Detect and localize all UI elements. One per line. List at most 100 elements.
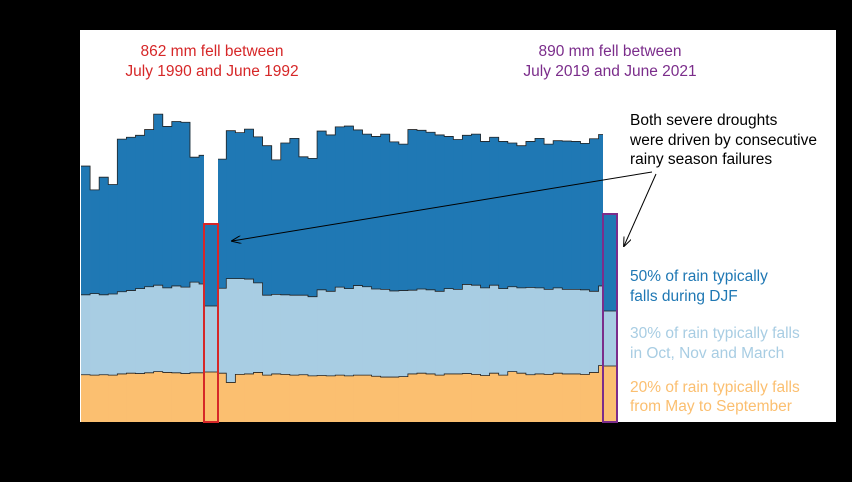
bar-may_sep-5	[126, 373, 136, 422]
bar-may_sep-36	[407, 373, 418, 422]
bar-djf-17	[235, 132, 245, 279]
bar-oct_nov_mar-39	[435, 291, 445, 376]
bar-may_sep-49	[525, 374, 536, 422]
bar-djf-18	[244, 129, 254, 280]
bar-may_sep-18	[244, 373, 254, 422]
bar-djf-45	[489, 137, 500, 286]
drought-box-2019-fill-djf	[603, 214, 617, 311]
bar-may_sep-30	[353, 375, 363, 422]
bar-may_sep-35	[398, 376, 409, 422]
drought-boxes-layer	[203, 30, 618, 423]
bar-may_sep-16	[226, 382, 236, 422]
bar-oct_nov_mar-47	[507, 286, 518, 372]
bar-oct_nov_mar-56	[589, 291, 599, 373]
bar-oct_nov_mar-18	[244, 279, 254, 374]
bar-oct_nov_mar-46	[498, 288, 509, 376]
bar-oct_nov_mar-42	[462, 284, 472, 374]
bar-may_sep-50	[535, 373, 545, 422]
bar-may_sep-29	[344, 375, 354, 422]
step-outline-oct_nov_mar	[81, 278, 608, 298]
bar-oct_nov_mar-9	[162, 287, 173, 373]
bar-djf-34	[389, 141, 400, 291]
bar-oct_nov_mar-30	[353, 285, 363, 376]
bar-may_sep-45	[489, 373, 500, 422]
bar-may_sep-21	[271, 373, 282, 422]
bar-oct_nov_mar-41	[453, 289, 463, 374]
bar-oct_nov_mar-22	[280, 294, 291, 375]
bar-oct_nov_mar-5	[126, 290, 136, 374]
bar-may_sep-52	[553, 373, 563, 422]
bar-may_sep-34	[389, 377, 400, 422]
drought-box-1990-gap	[204, 30, 218, 224]
bar-djf-26	[317, 131, 327, 290]
drought-1990-label-line2: July 1990 and June 1992	[125, 63, 298, 80]
bar-djf-20	[262, 145, 273, 296]
bar-oct_nov_mar-38	[426, 289, 436, 374]
bar-oct_nov_mar-11	[180, 287, 191, 374]
bar-oct_nov_mar-4	[117, 291, 127, 374]
bar-oct_nov_mar-44	[480, 287, 490, 376]
bar-oct_nov_mar-29	[344, 288, 354, 376]
bar-djf-48	[516, 145, 527, 288]
step-outline-djf	[81, 113, 608, 191]
bar-may_sep-1	[90, 375, 100, 422]
bar-may_sep-38	[426, 373, 436, 422]
bar-may_sep-39	[435, 375, 445, 422]
bar-may_sep-44	[480, 375, 490, 422]
mjj-share-label-line1: 20% of rain typically falls	[630, 379, 800, 396]
bar-oct_nov_mar-54	[571, 289, 581, 374]
bar-djf-0	[81, 166, 91, 295]
drought-box-2019-fill-ond	[603, 311, 617, 366]
cause-label-line2: were driven by consecutive	[629, 132, 817, 149]
bar-oct_nov_mar-51	[544, 289, 554, 375]
bar-djf-29	[344, 126, 354, 289]
bar-oct_nov_mar-32	[371, 289, 382, 377]
bar-may_sep-2	[99, 374, 109, 422]
djf-share-label-line1: 50% of rain typically	[630, 268, 768, 285]
bar-oct_nov_mar-25	[308, 296, 318, 376]
bar-oct_nov_mar-49	[525, 287, 536, 375]
bar-may_sep-17	[235, 374, 245, 422]
bar-oct_nov_mar-40	[444, 288, 454, 374]
bar-oct_nov_mar-34	[389, 290, 400, 378]
bar-djf-39	[435, 134, 445, 292]
bar-may_sep-12	[189, 372, 200, 422]
bar-oct_nov_mar-0	[81, 294, 91, 375]
bar-djf-33	[380, 134, 391, 290]
bar-oct_nov_mar-19	[253, 282, 263, 373]
bar-oct_nov_mar-16	[226, 278, 236, 383]
bar-oct_nov_mar-37	[416, 289, 427, 374]
bar-may_sep-53	[562, 373, 572, 422]
drought-box-1990-fill-djf	[204, 224, 218, 306]
bar-djf-3	[108, 184, 118, 295]
bar-may_sep-7	[144, 372, 155, 422]
bar-oct_nov_mar-48	[516, 287, 527, 374]
bar-djf-46	[498, 141, 509, 289]
bar-oct_nov_mar-33	[380, 289, 391, 378]
bar-oct_nov_mar-26	[317, 289, 327, 376]
bar-may_sep-51	[544, 374, 554, 422]
bar-djf-53	[562, 141, 572, 290]
bar-oct_nov_mar-50	[535, 287, 545, 374]
bar-may_sep-48	[516, 373, 527, 422]
bar-may_sep-41	[453, 373, 463, 422]
bar-djf-32	[371, 136, 382, 290]
bar-may_sep-31	[362, 375, 372, 422]
bar-djf-42	[462, 135, 472, 285]
bar-may_sep-54	[571, 373, 581, 422]
bar-djf-38	[426, 132, 436, 290]
bar-oct_nov_mar-55	[580, 289, 590, 375]
ond-share-label-line2: in Oct, Nov and March	[630, 345, 784, 362]
bar-oct_nov_mar-6	[135, 288, 145, 374]
drought-box-2019-gap	[603, 30, 617, 214]
bar-oct_nov_mar-45	[489, 285, 500, 374]
bars-layer	[81, 113, 609, 422]
bar-may_sep-47	[507, 371, 518, 422]
bar-djf-41	[453, 139, 463, 290]
drought-box-1990-fill-mjj	[204, 372, 218, 422]
bar-oct_nov_mar-43	[471, 285, 481, 375]
bar-djf-22	[280, 142, 291, 295]
drought-1990-label-line1: 862 mm fell between	[140, 43, 283, 60]
bar-may_sep-19	[253, 372, 263, 422]
